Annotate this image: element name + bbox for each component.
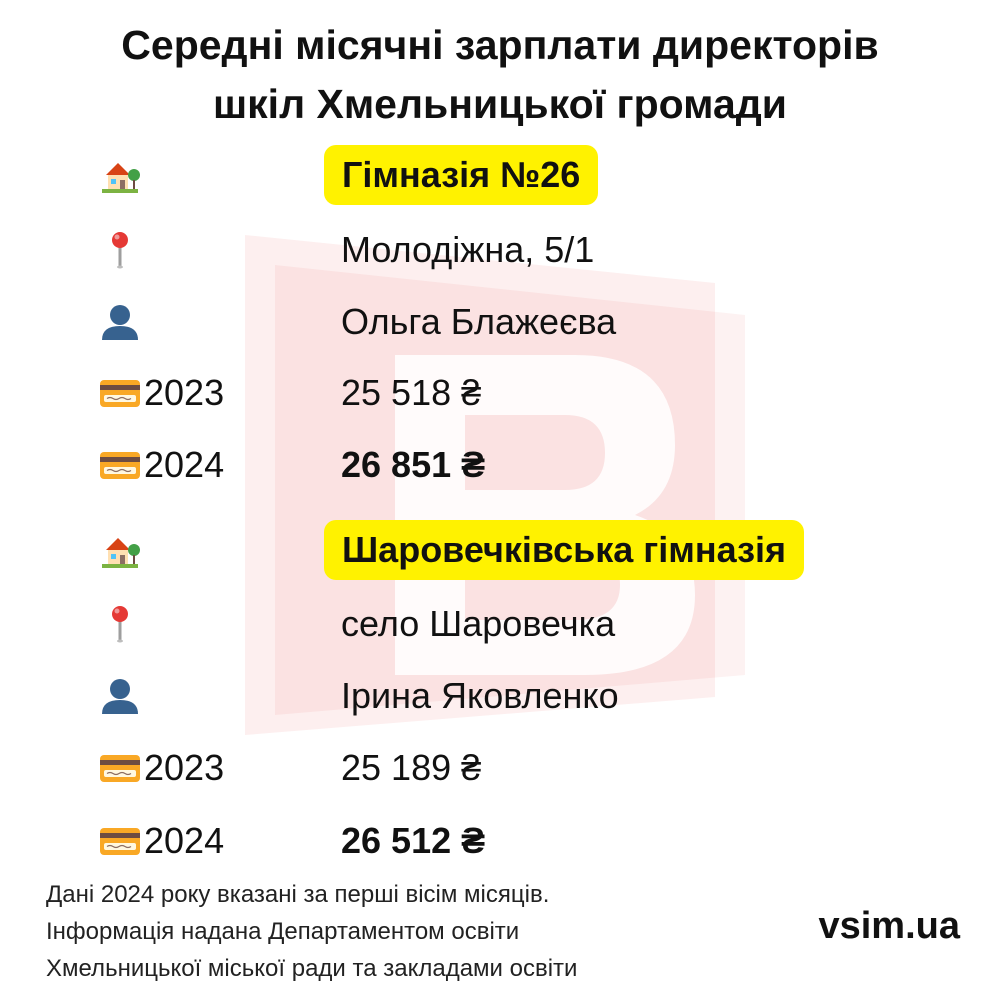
bust-silhouette-icon [102, 679, 138, 714]
school-2-salary-2024: 26 512 ₴ [341, 820, 486, 861]
school-2-name: Шаровечківська гімназія [324, 520, 805, 580]
school-2-salary-2023-row: 2023 25 189 ₴ [0, 738, 1000, 798]
school-1-director-row: Ольга Блажеєва [0, 292, 1000, 352]
school-1-salary-2023-row: 2023 25 518 ₴ [0, 363, 1000, 423]
brand-logo-text: vsim.ua [818, 905, 960, 947]
watermark-logo [245, 235, 745, 735]
school-1-director: Ольга Блажеєва [341, 301, 617, 342]
house-with-garden-icon [102, 163, 140, 193]
round-pushpin-icon [112, 232, 128, 269]
school-1-name: Гімназія №26 [324, 145, 599, 205]
page-title: Середні місячні зарплати директорів шкіл… [0, 16, 1000, 134]
credit-card-icon [100, 380, 140, 407]
round-pushpin-icon [112, 606, 128, 643]
school-1-salary-2024-row: 2024 26 851 ₴ [0, 435, 1000, 495]
title-line-1: Середні місячні зарплати директорів [121, 22, 879, 68]
school-2-name-row: Шаровечківська гімназія [0, 520, 1000, 580]
credit-card-icon [100, 755, 140, 782]
school-1-address: Молодіжна, 5/1 [341, 229, 595, 270]
school-2-year-2024: 2024 [144, 820, 225, 861]
school-2-salary-2024-row: 2024 26 512 ₴ [0, 811, 1000, 871]
footer-line-3: Хмельницької міської ради та закладами о… [46, 955, 578, 982]
footer-line-1: Дані 2024 року вказані за перші вісім мі… [46, 881, 550, 908]
title-line-2: шкіл Хмельницької громади [212, 81, 788, 127]
school-1-salary-2023: 25 518 ₴ [341, 372, 482, 413]
credit-card-icon [100, 452, 140, 479]
school-1-name-row: Гімназія №26 [0, 145, 1000, 205]
school-2-director: Ірина Яковленко [341, 675, 619, 716]
footer-line-2: Інформація надана Департаментом освіти [46, 918, 520, 945]
school-1-year-2023: 2023 [144, 372, 225, 413]
credit-card-icon [100, 828, 140, 855]
school-2-director-row: Ірина Яковленко [0, 666, 1000, 726]
house-with-garden-icon [102, 538, 140, 568]
school-2-salary-2023: 25 189 ₴ [341, 747, 482, 788]
school-1-year-2024: 2024 [144, 444, 225, 485]
school-2-year-2023: 2023 [144, 747, 225, 788]
school-2-address: село Шаровечка [341, 603, 616, 644]
school-1-salary-2024: 26 851 ₴ [341, 444, 486, 485]
school-2-address-row: село Шаровечка [0, 594, 1000, 654]
school-1-address-row: Молодіжна, 5/1 [0, 220, 1000, 280]
footer-note: Дані 2024 року вказані за перші вісім мі… [46, 876, 766, 987]
bust-silhouette-icon [102, 305, 138, 340]
